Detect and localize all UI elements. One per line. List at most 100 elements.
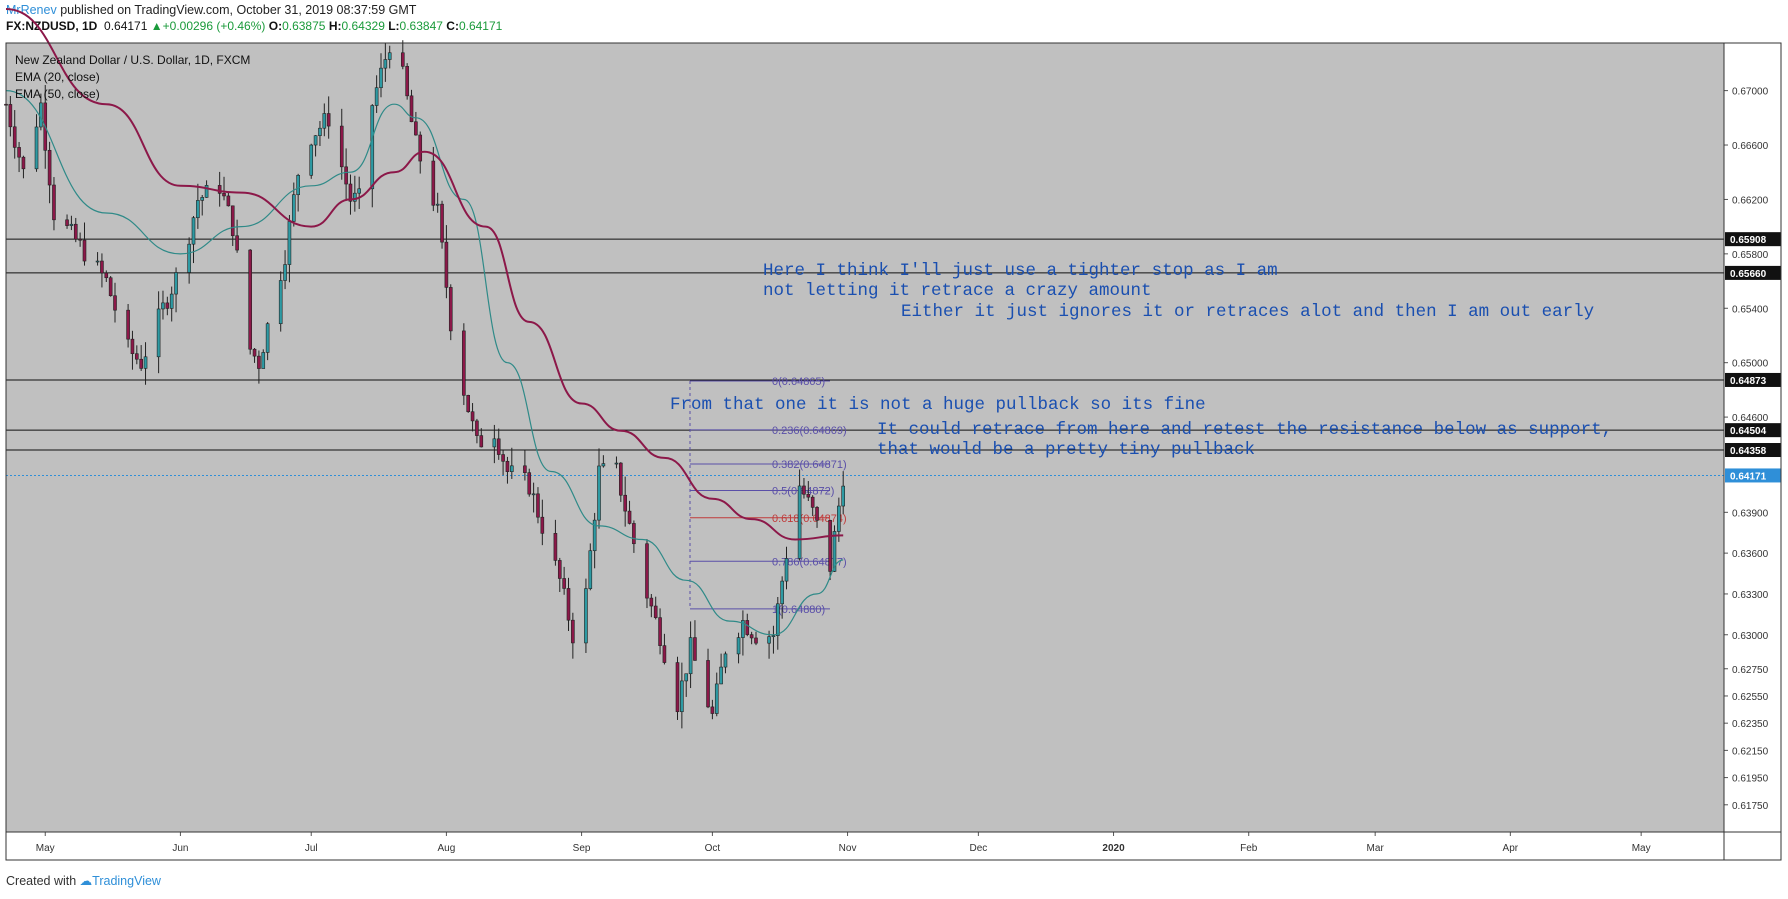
bearish-candle (706, 660, 710, 708)
bearish-candle (21, 156, 26, 170)
bearish-candle (135, 353, 139, 360)
bearish-candle (557, 560, 562, 579)
bearish-candle (806, 493, 811, 498)
time-tick-label: May (1632, 843, 1651, 854)
bearish-candle (444, 241, 449, 288)
bearish-candle (409, 95, 414, 123)
tradingview-brand-link[interactable]: TradingView (92, 874, 161, 888)
time-tick-label: Jun (172, 843, 188, 854)
publish-info: MrRenev published on TradingView.com, Oc… (6, 3, 416, 17)
bullish-candle (265, 323, 270, 353)
bearish-candle (462, 330, 466, 396)
bearish-candle (440, 203, 444, 243)
bullish-candle (313, 135, 318, 146)
bearish-candle (754, 637, 758, 644)
horizontal-levels (6, 238, 1724, 476)
plot-background (6, 43, 1724, 832)
bullish-candle (771, 635, 776, 637)
bullish-candle (143, 356, 148, 369)
price-label: 0.64358 (1730, 446, 1767, 457)
bearish-candle (126, 309, 130, 340)
bearish-candle (418, 134, 423, 162)
time-tick-label: Oct (705, 843, 721, 854)
bullish-candle (291, 194, 296, 222)
time-tick-label: Jul (305, 843, 318, 854)
publish-date: published on TradingView.com, October 31… (60, 3, 417, 17)
bearish-candle (73, 223, 78, 240)
price-tick-label: 0.62550 (1732, 692, 1769, 703)
bullish-candle (588, 550, 593, 589)
bullish-candle (379, 67, 383, 89)
bullish-candle (69, 223, 74, 226)
price-tick-label: 0.61750 (1732, 801, 1769, 812)
bullish-candle (719, 666, 723, 685)
bearish-candle (466, 395, 471, 413)
price-label: 0.64171 (1730, 471, 1767, 482)
price-label-bg (1725, 372, 1781, 387)
bearish-candle (566, 588, 571, 621)
fib-level-label: 1(0.64880) (772, 604, 825, 616)
bearish-candle (414, 121, 418, 136)
bearish-candle (405, 66, 409, 97)
bullish-candle (39, 102, 43, 128)
time-tick-label: Sep (573, 843, 591, 854)
bullish-candle (261, 352, 266, 369)
bearish-candle (527, 472, 532, 495)
bullish-candle (204, 185, 209, 198)
annotation-text: From that one it is not a huge pullback … (670, 395, 1206, 415)
bullish-candle (832, 531, 837, 572)
bearish-candle (828, 520, 832, 572)
bearish-candle (431, 160, 436, 206)
quote-bar: FX:NZDUSD, 1D 0.64171 ▲+0.00296 (+0.46%)… (6, 19, 502, 33)
bullish-candle (169, 293, 174, 309)
price-tick-label: 0.65800 (1732, 250, 1769, 261)
time-tick-label: Dec (969, 843, 987, 854)
author-link[interactable]: MrRenev (6, 3, 57, 17)
tradingview-logo-icon: ☁ (79, 874, 93, 888)
bearish-candle (108, 277, 113, 297)
bullish-candle (95, 260, 100, 263)
bearish-candle (8, 104, 13, 128)
bearish-candle (470, 411, 475, 422)
price-label: 0.65908 (1730, 235, 1767, 246)
bearish-candle (536, 493, 540, 518)
time-axis[interactable] (6, 832, 1724, 860)
bearish-candle (662, 645, 667, 663)
bullish-candle (187, 243, 191, 273)
bearish-candle (475, 420, 479, 436)
bearish-candle (540, 516, 545, 534)
fib-level-label: 0.786(0.64877) (772, 556, 847, 568)
bearish-candle (230, 205, 235, 237)
bearish-candle (113, 295, 117, 311)
bearish-candle (479, 435, 484, 448)
bullish-candle (370, 105, 375, 190)
price-axis[interactable] (1724, 43, 1781, 832)
bullish-candle (736, 637, 741, 655)
bearish-candle (17, 147, 21, 158)
bearish-candle (448, 287, 453, 332)
bearish-candle (344, 166, 348, 185)
bearish-candle (165, 302, 170, 309)
close-value: 0.64171 (458, 19, 503, 33)
bearish-candle (82, 239, 87, 262)
price-label-bg (1725, 265, 1781, 280)
time-tick-label: Mar (1367, 843, 1385, 854)
bearish-candle (693, 637, 697, 661)
annotation-text: It could retrace from here and retest th… (877, 420, 1612, 440)
bearish-candle (252, 348, 257, 357)
low-value: 0.63847 (399, 19, 443, 33)
bullish-candle (837, 505, 841, 532)
bullish-candle (34, 126, 39, 170)
bullish-candle (780, 580, 784, 605)
text-annotations: Here I think I'll just use a tighter sto… (670, 261, 1612, 460)
bullish-candle (767, 636, 771, 644)
price-tick-label: 0.62150 (1732, 746, 1769, 757)
last-price: 0.64171 (104, 19, 148, 33)
bearish-candle (104, 272, 109, 279)
price-tick-label: 0.66200 (1732, 195, 1769, 206)
fib-level-label: 0.382(0.64871) (772, 459, 847, 471)
price-tick-label: 0.63300 (1732, 590, 1769, 601)
bearish-candle (653, 605, 658, 618)
chart-frame (5, 42, 1782, 861)
